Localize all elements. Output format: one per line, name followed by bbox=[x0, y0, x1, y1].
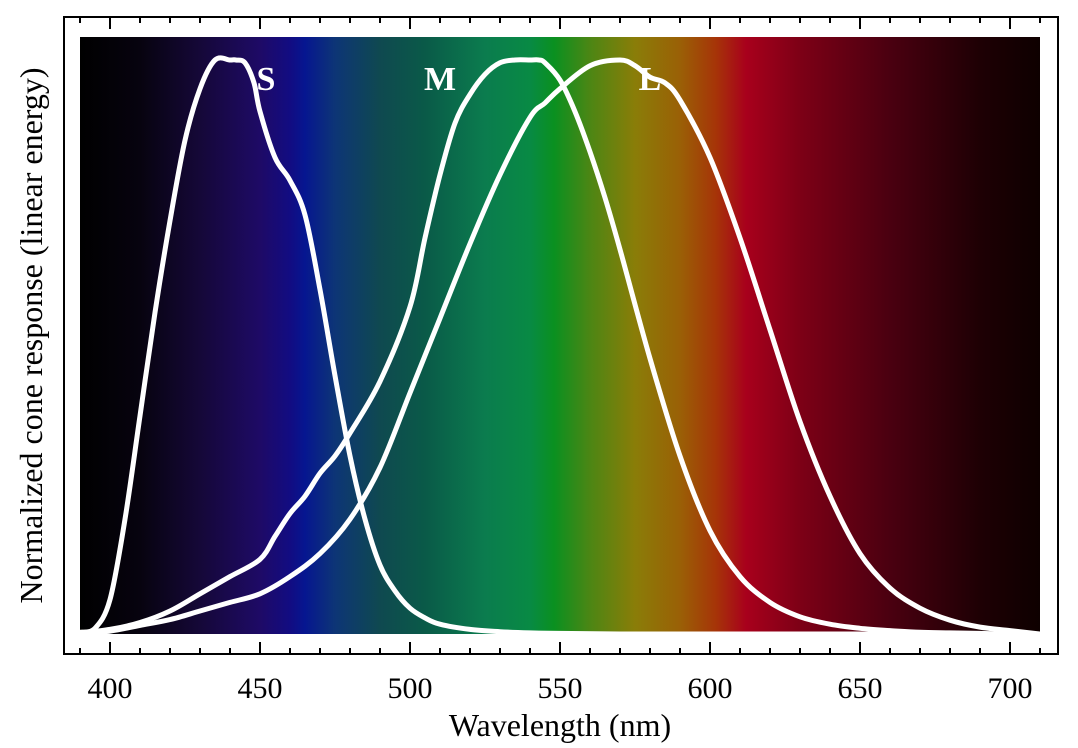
x-tick-label: 600 bbox=[688, 672, 733, 705]
x-tick-label: 400 bbox=[88, 672, 133, 705]
series-label-s: S bbox=[257, 61, 276, 98]
series-label-l: L bbox=[639, 61, 662, 98]
series-line-m bbox=[80, 57, 1040, 634]
series-line-s bbox=[80, 55, 1040, 634]
series-line-l bbox=[80, 57, 1040, 634]
spectrum-background bbox=[80, 37, 1040, 634]
y-axis-title: Normalized cone response (linear energy) bbox=[13, 67, 49, 603]
series-label-m: M bbox=[424, 61, 456, 98]
x-tick-label: 450 bbox=[238, 672, 283, 705]
x-tick-label: 550 bbox=[538, 672, 583, 705]
x-axis-title: Wavelength (nm) bbox=[449, 707, 671, 743]
x-tick-label: 500 bbox=[388, 672, 433, 705]
x-tick-label: 650 bbox=[838, 672, 883, 705]
x-tick-label: 700 bbox=[988, 672, 1033, 705]
